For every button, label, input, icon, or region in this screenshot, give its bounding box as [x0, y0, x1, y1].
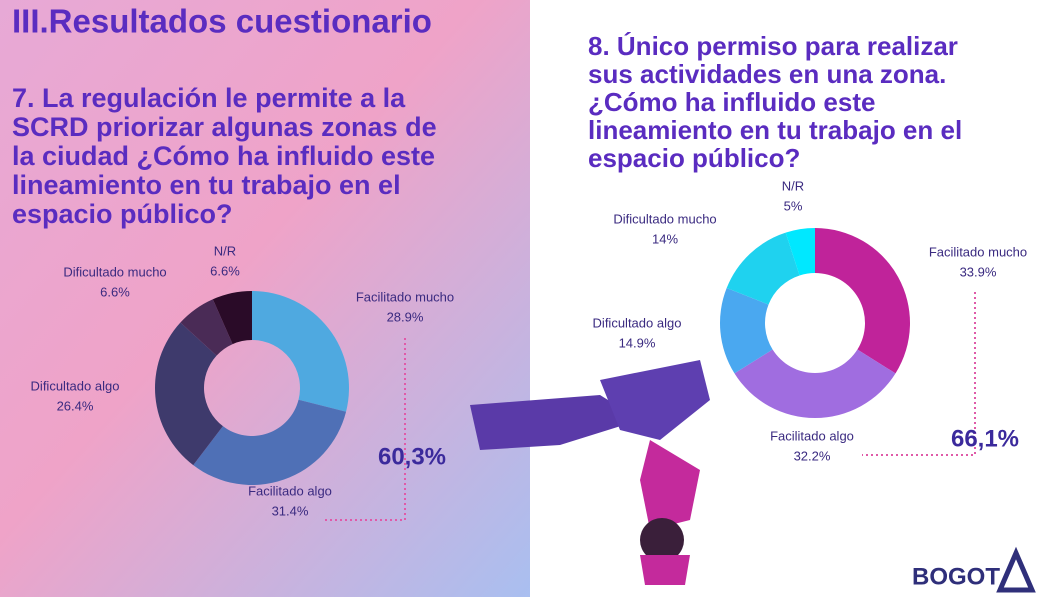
chart-title: la ciudad ¿Cómo ha influido este [12, 141, 435, 171]
connectors [322, 292, 976, 521]
donut-segment [785, 228, 815, 276]
section-title: III.Resultados cuestionario [12, 3, 432, 40]
segment-label: Facilitado algo [248, 483, 332, 498]
segment-label: Dificultado algo [593, 315, 682, 330]
chart-title: ¿Cómo ha influido este [588, 87, 875, 117]
chart-title: 8. Único permiso para realizar [588, 31, 958, 61]
chart-title: espacio público? [12, 199, 233, 229]
logo-mark [996, 546, 1036, 593]
value-label: 6.6% [100, 284, 130, 299]
donut-segment [154, 322, 223, 466]
segment-label: Facilitado mucho [929, 244, 1027, 259]
donut-segment [815, 228, 911, 374]
chart-title: SCRD priorizar algunas zonas de [12, 112, 437, 142]
value-label: 31.4% [272, 503, 309, 518]
value-label: 26.4% [57, 398, 94, 413]
segment-label: Facilitado algo [770, 428, 854, 443]
segment-label: Dificultado mucho [613, 211, 716, 226]
segment-label: Dificultado algo [31, 378, 120, 393]
value-label: 32.2% [794, 448, 831, 463]
donut-segment [726, 232, 800, 305]
chart-title: 7. La regulación le permite a la [12, 83, 406, 113]
donut-segment [252, 291, 349, 412]
chart-title: sus actividades en una zona. [588, 59, 946, 89]
segment-label: Facilitado mucho [356, 289, 454, 304]
donut-segment [734, 349, 896, 419]
segment-label: N/R [782, 178, 804, 193]
value-label: 14.9% [619, 335, 656, 350]
value-label: 28.9% [387, 309, 424, 324]
value-label: 33.9% [960, 264, 997, 279]
donut-segment [193, 399, 347, 485]
total-annotation: 66,1% [951, 425, 1019, 452]
connector [322, 338, 406, 521]
chart-title: lineamiento en tu trabajo en el [588, 115, 962, 145]
logo: BOGOT [912, 563, 1000, 590]
chart-title: espacio público? [588, 143, 800, 173]
donut-segment [720, 288, 773, 374]
dancer-illustration [470, 360, 710, 585]
donut-segment [212, 291, 252, 345]
donut-segment [180, 299, 233, 356]
value-label: 5% [784, 198, 803, 213]
segment-label: Dificultado mucho [63, 264, 166, 279]
chart-title: lineamiento en tu trabajo en el [12, 170, 401, 200]
value-label: 6.6% [210, 263, 240, 278]
total-annotation: 60,3% [378, 443, 446, 470]
value-label: 14% [652, 231, 678, 246]
segment-label: N/R [214, 243, 236, 258]
